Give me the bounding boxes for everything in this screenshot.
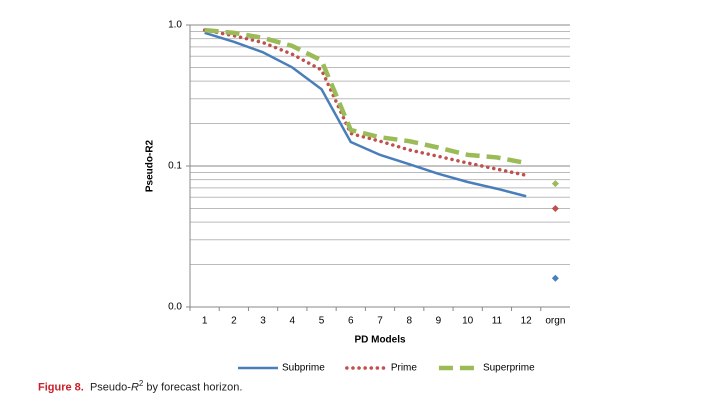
caption-label: Figure 8.: [38, 381, 84, 394]
series-line: [204, 31, 527, 198]
legend-label: Prime: [391, 363, 418, 374]
y-tick-label: 0.1: [168, 161, 182, 172]
x-tick-label: 11: [492, 316, 503, 327]
legend-label: Subprime: [282, 363, 325, 374]
legend-label: Superprime: [483, 363, 535, 374]
x-tick-label: 8: [406, 316, 412, 327]
x-tick-label: orgn: [545, 316, 565, 327]
x-tick-label: 4: [290, 316, 296, 327]
point-marker: [551, 204, 559, 212]
x-tick-label: 5: [319, 316, 325, 327]
x-tick-label: 1: [202, 316, 208, 327]
x-tick-label: 6: [348, 316, 354, 327]
y-axis-label: Pseudo-R2: [145, 139, 156, 192]
series-line: [204, 27, 527, 166]
caption-text: by forecast horizon.: [143, 381, 243, 394]
x-tick-label: 12: [521, 316, 533, 327]
point-marker: [551, 180, 559, 188]
x-tick-label: 3: [260, 316, 266, 327]
caption-text: Pseudo-: [89, 381, 131, 394]
x-tick-label: 2: [231, 316, 237, 327]
caption-sup: 2: [138, 379, 144, 388]
y-tick-label: 1.0: [168, 20, 182, 31]
y-tick-label: 0.0: [168, 302, 182, 313]
x-tick-label: 7: [377, 316, 383, 327]
x-tick-label: 9: [436, 316, 442, 327]
x-axis-label: PD Models: [354, 335, 406, 346]
x-tick-label: 10: [462, 316, 474, 327]
series-line: [202, 28, 528, 177]
caption-italic: R: [130, 381, 139, 394]
caption: Figure 8. Pseudo-R2 by forecast horizon.: [38, 379, 242, 394]
point-marker: [551, 274, 559, 282]
